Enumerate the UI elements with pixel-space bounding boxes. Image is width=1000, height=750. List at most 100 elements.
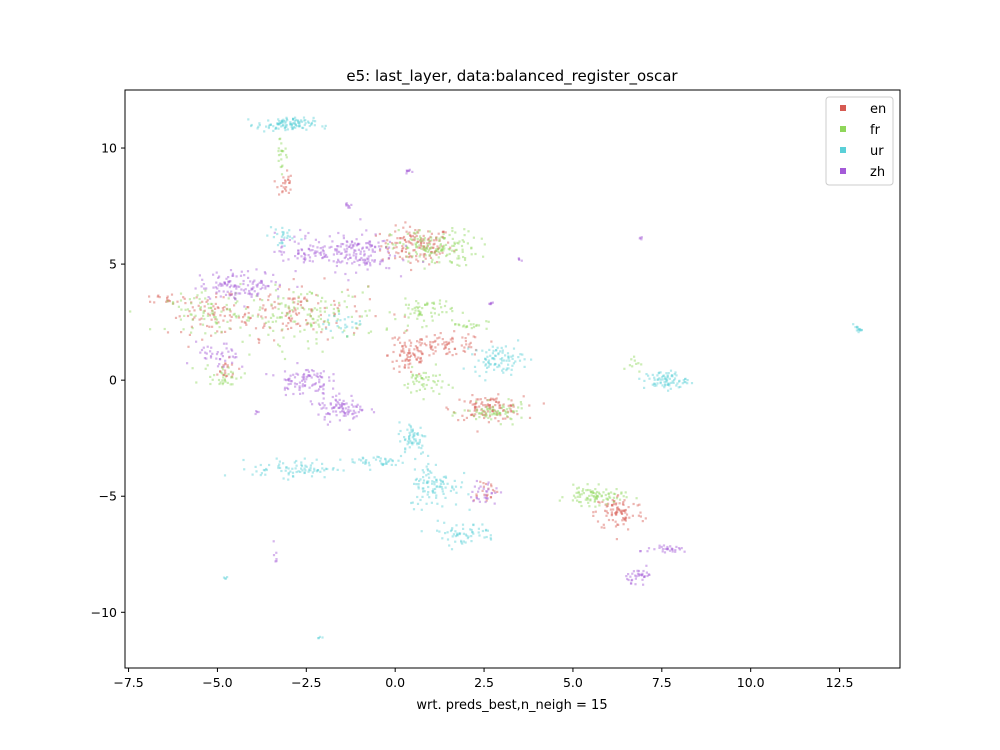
point bbox=[497, 420, 500, 423]
point bbox=[653, 376, 656, 379]
point bbox=[430, 345, 434, 348]
point bbox=[219, 358, 222, 361]
point bbox=[454, 231, 457, 234]
point bbox=[322, 383, 325, 386]
point bbox=[427, 491, 430, 494]
point bbox=[477, 490, 480, 493]
point bbox=[451, 386, 454, 389]
point bbox=[575, 491, 578, 494]
point bbox=[337, 231, 340, 235]
point bbox=[453, 330, 456, 333]
point bbox=[308, 374, 311, 378]
point bbox=[256, 294, 259, 297]
point bbox=[433, 476, 436, 479]
point bbox=[278, 460, 281, 463]
point bbox=[364, 259, 367, 262]
point bbox=[351, 458, 354, 461]
point bbox=[221, 383, 224, 386]
point bbox=[273, 250, 276, 253]
point bbox=[357, 243, 360, 246]
point bbox=[217, 306, 220, 310]
point bbox=[286, 327, 290, 331]
point bbox=[298, 125, 301, 128]
point bbox=[197, 304, 200, 307]
point bbox=[497, 352, 500, 355]
point bbox=[434, 374, 438, 377]
point bbox=[262, 304, 265, 307]
point bbox=[426, 247, 429, 250]
point bbox=[417, 483, 420, 486]
point bbox=[404, 438, 407, 441]
point bbox=[489, 399, 492, 402]
point bbox=[368, 262, 372, 265]
point bbox=[262, 326, 265, 329]
point bbox=[443, 341, 446, 344]
point bbox=[381, 463, 384, 466]
point bbox=[200, 291, 203, 294]
point bbox=[385, 328, 388, 331]
point bbox=[461, 311, 464, 314]
cluster-zh-0 bbox=[303, 218, 425, 282]
point bbox=[480, 402, 483, 405]
point bbox=[338, 406, 341, 409]
point bbox=[254, 327, 258, 330]
point bbox=[465, 325, 468, 328]
point bbox=[290, 380, 293, 383]
point bbox=[381, 258, 384, 261]
point bbox=[322, 388, 325, 391]
point bbox=[425, 502, 428, 505]
point bbox=[646, 550, 649, 553]
point bbox=[226, 364, 229, 367]
point bbox=[450, 261, 453, 264]
point bbox=[475, 324, 478, 327]
point bbox=[592, 495, 595, 498]
point bbox=[431, 306, 434, 310]
point bbox=[386, 250, 390, 253]
point bbox=[242, 316, 245, 319]
point bbox=[332, 311, 335, 314]
point bbox=[500, 406, 503, 410]
point bbox=[282, 186, 285, 189]
point bbox=[305, 465, 308, 468]
point bbox=[403, 315, 406, 318]
point bbox=[404, 359, 407, 362]
point bbox=[438, 336, 441, 339]
point bbox=[430, 386, 433, 390]
point bbox=[206, 364, 209, 367]
point bbox=[855, 329, 858, 332]
point bbox=[319, 313, 322, 317]
point bbox=[441, 247, 444, 250]
point bbox=[282, 150, 285, 153]
point bbox=[250, 124, 253, 128]
point bbox=[272, 125, 275, 128]
point bbox=[227, 297, 230, 300]
point bbox=[433, 334, 436, 337]
point bbox=[435, 236, 438, 239]
point bbox=[631, 365, 634, 368]
point bbox=[370, 408, 373, 411]
point bbox=[430, 232, 433, 235]
point bbox=[338, 301, 341, 304]
point bbox=[220, 371, 223, 374]
point bbox=[464, 533, 467, 536]
point bbox=[667, 372, 670, 375]
point bbox=[336, 306, 339, 310]
point bbox=[271, 307, 274, 310]
point bbox=[224, 371, 227, 374]
point bbox=[345, 202, 348, 205]
point bbox=[218, 326, 221, 329]
point bbox=[273, 231, 276, 234]
point bbox=[235, 275, 238, 278]
point bbox=[674, 371, 677, 374]
point bbox=[311, 260, 314, 263]
point bbox=[473, 353, 476, 356]
point bbox=[406, 232, 409, 235]
point bbox=[289, 318, 292, 321]
point bbox=[415, 255, 418, 258]
point bbox=[643, 379, 646, 382]
point bbox=[333, 406, 336, 409]
point bbox=[420, 247, 423, 250]
point bbox=[438, 239, 441, 242]
point bbox=[430, 347, 433, 350]
point bbox=[610, 514, 613, 517]
